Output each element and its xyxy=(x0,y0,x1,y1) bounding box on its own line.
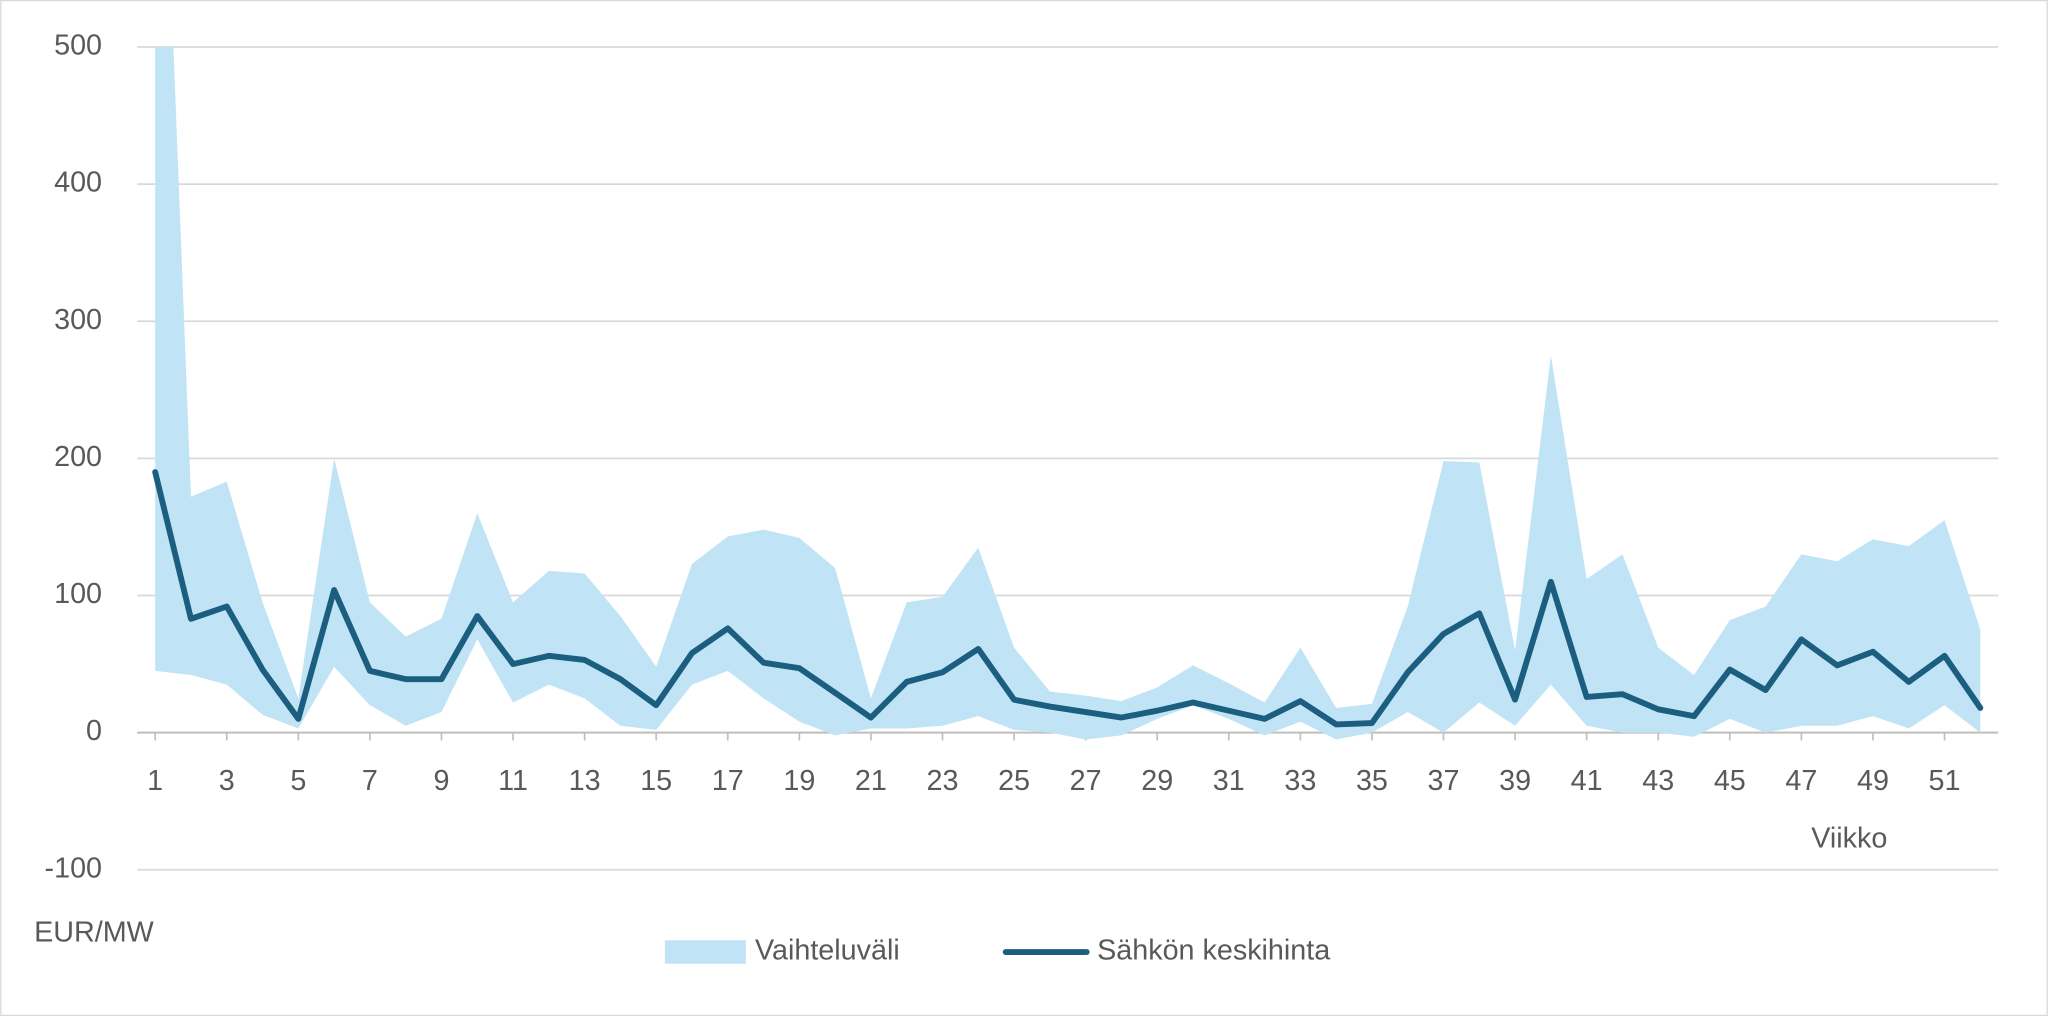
x-tick-label: 7 xyxy=(362,765,378,797)
y-tick-label: 200 xyxy=(54,441,102,473)
x-tick-label: 17 xyxy=(712,765,744,797)
x-tick-label: 25 xyxy=(998,765,1030,797)
legend-label: Sähkön keskihinta xyxy=(1097,935,1330,967)
x-tick-label: 5 xyxy=(290,765,306,797)
x-tick-label: 29 xyxy=(1141,765,1173,797)
x-tick-label: 31 xyxy=(1213,765,1245,797)
x-tick-label: 13 xyxy=(569,765,601,797)
grid xyxy=(137,46,1999,871)
x-tick-label: 3 xyxy=(219,765,235,797)
x-tick-label: 33 xyxy=(1284,765,1316,797)
y-tick-label: 400 xyxy=(54,167,102,199)
x-tick-label: 23 xyxy=(927,765,959,797)
x-tick-label: 47 xyxy=(1785,765,1817,797)
x-tick-label: 49 xyxy=(1857,765,1889,797)
x-tick-label: 37 xyxy=(1428,765,1460,797)
legend: Vaihteluväli Sähkön keskihinta xyxy=(664,935,1330,967)
x-tick-label: 9 xyxy=(433,765,449,797)
x-tick-label: 11 xyxy=(498,765,528,797)
range-area xyxy=(155,47,1981,740)
x-tick-label: 39 xyxy=(1499,765,1531,797)
y-tick-label: 300 xyxy=(54,304,102,336)
x-tick-label: 19 xyxy=(783,765,815,797)
x-tick-label: 41 xyxy=(1571,765,1603,797)
x-tick-label: 43 xyxy=(1642,765,1674,797)
x-axis-label: Viikko xyxy=(1811,822,1887,854)
x-tick-label: 45 xyxy=(1714,765,1746,797)
y-tick-label: 100 xyxy=(54,578,102,610)
plot-area xyxy=(152,47,1984,740)
y-tick-label: 500 xyxy=(54,30,102,62)
legend-label: Vaihteluväli xyxy=(755,935,900,967)
x-tick-label: 1 xyxy=(147,765,163,797)
x-tick-label: 15 xyxy=(640,765,672,797)
y-tick-label: 0 xyxy=(86,715,102,747)
x-tick-label: 21 xyxy=(855,765,887,797)
y-axis-label: EUR/MW xyxy=(34,916,155,948)
x-tick-label: 35 xyxy=(1356,765,1388,797)
y-tick-label: -100 xyxy=(45,852,102,884)
legend-swatch-area xyxy=(664,940,746,964)
x-tick-label: 51 xyxy=(1929,765,1961,797)
mean-line xyxy=(152,469,1984,728)
x-tick-label: 27 xyxy=(1070,765,1102,797)
